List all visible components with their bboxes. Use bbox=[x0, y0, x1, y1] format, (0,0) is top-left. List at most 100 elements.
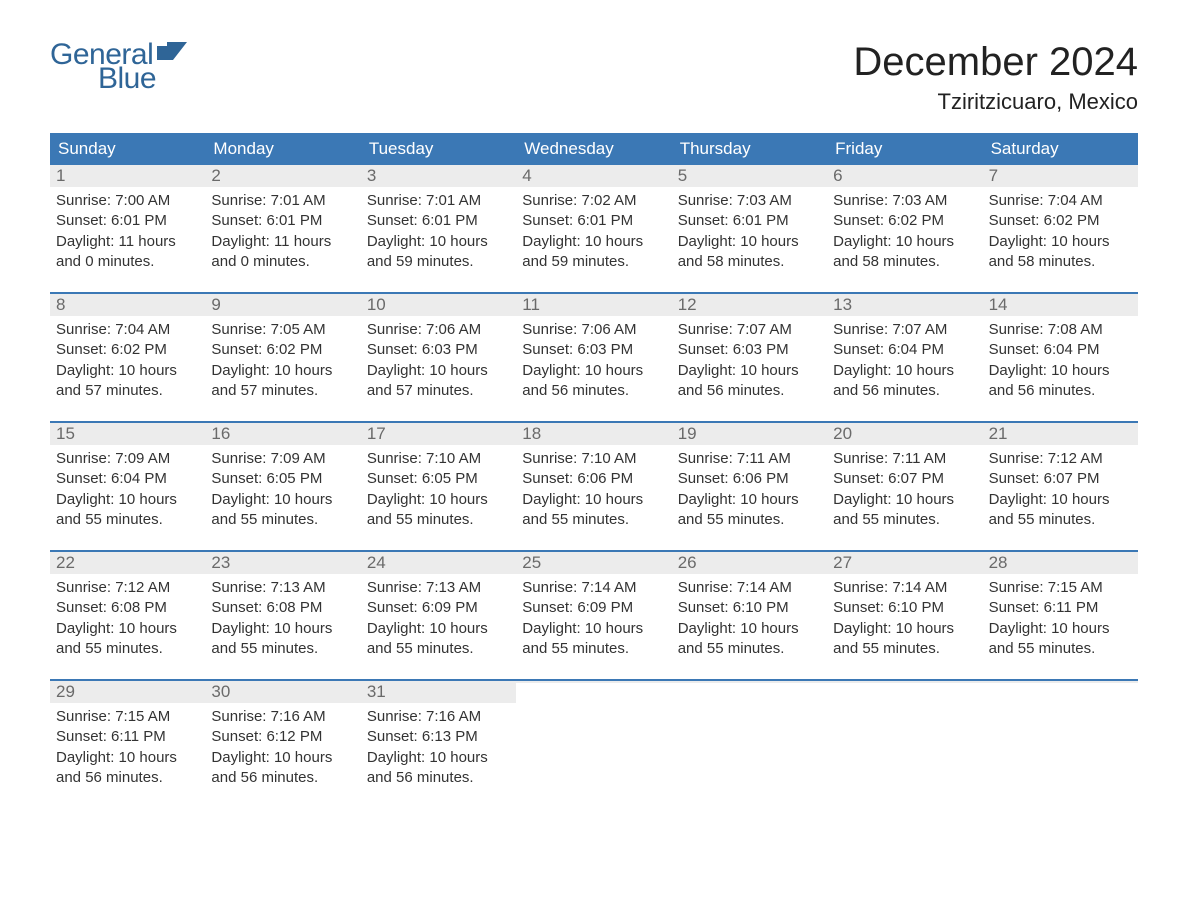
day-body bbox=[672, 683, 827, 695]
day-day1: Daylight: 10 hours bbox=[678, 361, 821, 381]
day-number-row: 4 bbox=[516, 165, 671, 187]
day-body: Sunrise: 7:05 AMSunset: 6:02 PMDaylight:… bbox=[205, 316, 360, 409]
day-number-row: 30 bbox=[205, 681, 360, 703]
day-sunrise: Sunrise: 7:15 AM bbox=[56, 707, 199, 727]
calendar-day: 17Sunrise: 7:10 AMSunset: 6:05 PMDayligh… bbox=[361, 423, 516, 538]
calendar-day: 6Sunrise: 7:03 AMSunset: 6:02 PMDaylight… bbox=[827, 165, 982, 280]
day-number: 23 bbox=[211, 553, 230, 572]
day-day1: Daylight: 10 hours bbox=[367, 619, 510, 639]
day-day1: Daylight: 10 hours bbox=[211, 748, 354, 768]
day-body: Sunrise: 7:06 AMSunset: 6:03 PMDaylight:… bbox=[516, 316, 671, 409]
calendar-day: 7Sunrise: 7:04 AMSunset: 6:02 PMDaylight… bbox=[983, 165, 1138, 280]
calendar-day: 14Sunrise: 7:08 AMSunset: 6:04 PMDayligh… bbox=[983, 294, 1138, 409]
day-number-row: 3 bbox=[361, 165, 516, 187]
day-number-row: 13 bbox=[827, 294, 982, 316]
day-number: 29 bbox=[56, 682, 75, 701]
day-number-row: 10 bbox=[361, 294, 516, 316]
day-day2: and 55 minutes. bbox=[833, 639, 976, 659]
day-number-row: 31 bbox=[361, 681, 516, 703]
day-number-row: 1 bbox=[50, 165, 205, 187]
day-number: 16 bbox=[211, 424, 230, 443]
day-sunset: Sunset: 6:01 PM bbox=[367, 211, 510, 231]
day-sunrise: Sunrise: 7:14 AM bbox=[678, 578, 821, 598]
day-sunrise: Sunrise: 7:09 AM bbox=[211, 449, 354, 469]
day-sunset: Sunset: 6:05 PM bbox=[211, 469, 354, 489]
day-day1: Daylight: 10 hours bbox=[522, 619, 665, 639]
day-sunset: Sunset: 6:09 PM bbox=[367, 598, 510, 618]
day-sunrise: Sunrise: 7:16 AM bbox=[211, 707, 354, 727]
location-text: Tziritzicuaro, Mexico bbox=[853, 89, 1138, 115]
calendar-day: 23Sunrise: 7:13 AMSunset: 6:08 PMDayligh… bbox=[205, 552, 360, 667]
day-number-row: 29 bbox=[50, 681, 205, 703]
day-sunrise: Sunrise: 7:11 AM bbox=[678, 449, 821, 469]
day-number: 30 bbox=[211, 682, 230, 701]
calendar-day: 3Sunrise: 7:01 AMSunset: 6:01 PMDaylight… bbox=[361, 165, 516, 280]
day-sunrise: Sunrise: 7:05 AM bbox=[211, 320, 354, 340]
day-body: Sunrise: 7:12 AMSunset: 6:07 PMDaylight:… bbox=[983, 445, 1138, 538]
day-number-row: 14 bbox=[983, 294, 1138, 316]
day-day2: and 55 minutes. bbox=[211, 510, 354, 530]
day-number: 25 bbox=[522, 553, 541, 572]
day-number-row: 8 bbox=[50, 294, 205, 316]
day-day1: Daylight: 10 hours bbox=[56, 619, 199, 639]
day-number: 8 bbox=[56, 295, 65, 314]
day-day1: Daylight: 10 hours bbox=[211, 361, 354, 381]
brand-blue-text: Blue bbox=[98, 64, 187, 94]
day-number-row: 27 bbox=[827, 552, 982, 574]
day-day2: and 56 minutes. bbox=[211, 768, 354, 788]
day-day2: and 55 minutes. bbox=[989, 639, 1132, 659]
day-day1: Daylight: 10 hours bbox=[56, 748, 199, 768]
day-day1: Daylight: 10 hours bbox=[522, 232, 665, 252]
day-body: Sunrise: 7:13 AMSunset: 6:09 PMDaylight:… bbox=[361, 574, 516, 667]
day-body: Sunrise: 7:14 AMSunset: 6:10 PMDaylight:… bbox=[827, 574, 982, 667]
day-sunset: Sunset: 6:01 PM bbox=[522, 211, 665, 231]
calendar-day: 19Sunrise: 7:11 AMSunset: 6:06 PMDayligh… bbox=[672, 423, 827, 538]
calendar-day: 10Sunrise: 7:06 AMSunset: 6:03 PMDayligh… bbox=[361, 294, 516, 409]
day-sunset: Sunset: 6:01 PM bbox=[211, 211, 354, 231]
brand-flag-icon bbox=[157, 42, 187, 64]
day-sunrise: Sunrise: 7:14 AM bbox=[833, 578, 976, 598]
day-day2: and 57 minutes. bbox=[56, 381, 199, 401]
day-body: Sunrise: 7:16 AMSunset: 6:12 PMDaylight:… bbox=[205, 703, 360, 796]
day-number-row: 2 bbox=[205, 165, 360, 187]
calendar-day: 16Sunrise: 7:09 AMSunset: 6:05 PMDayligh… bbox=[205, 423, 360, 538]
day-day2: and 58 minutes. bbox=[989, 252, 1132, 272]
calendar-week: 22Sunrise: 7:12 AMSunset: 6:08 PMDayligh… bbox=[50, 550, 1138, 667]
day-number-row: 24 bbox=[361, 552, 516, 574]
day-number: 10 bbox=[367, 295, 386, 314]
day-sunrise: Sunrise: 7:13 AM bbox=[211, 578, 354, 598]
calendar-day: 1Sunrise: 7:00 AMSunset: 6:01 PMDaylight… bbox=[50, 165, 205, 280]
day-day2: and 57 minutes. bbox=[367, 381, 510, 401]
day-day2: and 57 minutes. bbox=[211, 381, 354, 401]
day-sunset: Sunset: 6:13 PM bbox=[367, 727, 510, 747]
calendar-day: 30 Sunrise: 7:16 AMSunset: 6:12 PMDayligh… bbox=[205, 681, 360, 796]
calendar-week: 29Sunrise: 7:15 AMSunset: 6:11 PMDayligh… bbox=[50, 679, 1138, 796]
day-number: 20 bbox=[833, 424, 852, 443]
day-body: Sunrise: 7:14 AMSunset: 6:10 PMDaylight:… bbox=[672, 574, 827, 667]
day-day2: and 55 minutes. bbox=[989, 510, 1132, 530]
day-sunset: Sunset: 6:03 PM bbox=[367, 340, 510, 360]
day-number: 9 bbox=[211, 295, 220, 314]
day-day2: and 55 minutes. bbox=[678, 510, 821, 530]
day-day1: Daylight: 10 hours bbox=[56, 361, 199, 381]
day-sunrise: Sunrise: 7:12 AM bbox=[989, 449, 1132, 469]
day-sunset: Sunset: 6:07 PM bbox=[833, 469, 976, 489]
day-number-row: 11 bbox=[516, 294, 671, 316]
day-day1: Daylight: 10 hours bbox=[367, 748, 510, 768]
day-number: 11 bbox=[522, 295, 540, 314]
day-sunrise: Sunrise: 7:00 AM bbox=[56, 191, 199, 211]
day-body: Sunrise: 7:01 AMSunset: 6:01 PMDaylight:… bbox=[361, 187, 516, 280]
calendar-day: 5Sunrise: 7:03 AMSunset: 6:01 PMDaylight… bbox=[672, 165, 827, 280]
day-day2: and 55 minutes. bbox=[522, 639, 665, 659]
day-number: 2 bbox=[211, 166, 220, 185]
calendar-day: 25Sunrise: 7:14 AMSunset: 6:09 PMDayligh… bbox=[516, 552, 671, 667]
day-body: Sunrise: 7:07 AMSunset: 6:03 PMDaylight:… bbox=[672, 316, 827, 409]
day-day1: Daylight: 10 hours bbox=[678, 490, 821, 510]
day-number-row: 7 bbox=[983, 165, 1138, 187]
day-sunset: Sunset: 6:07 PM bbox=[989, 469, 1132, 489]
day-day2: and 59 minutes. bbox=[522, 252, 665, 272]
day-number: 18 bbox=[522, 424, 541, 443]
day-sunset: Sunset: 6:06 PM bbox=[678, 469, 821, 489]
day-sunset: Sunset: 6:03 PM bbox=[522, 340, 665, 360]
day-sunset: Sunset: 6:10 PM bbox=[833, 598, 976, 618]
